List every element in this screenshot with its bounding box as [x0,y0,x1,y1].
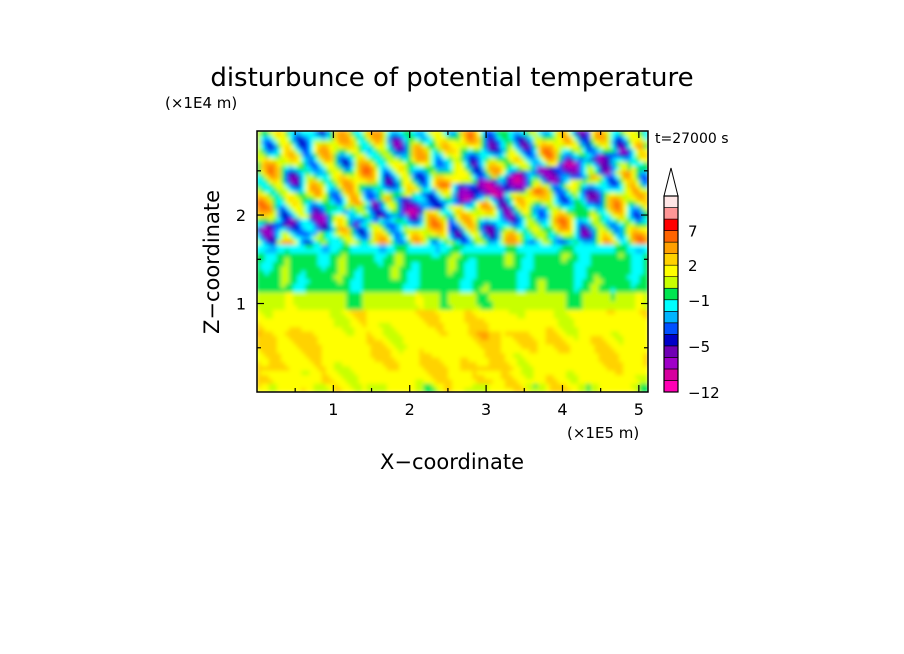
colorbar-swatch [663,264,679,278]
colorbar-swatch [663,380,679,393]
colorbar-tick-label: 7 [688,223,698,241]
y-tick-label: 2 [236,206,246,225]
plot-frame [256,130,649,393]
colorbar-swatch [663,287,679,301]
time-label: t=27000 s [655,131,729,147]
colorbar-tick-label: −1 [688,292,710,310]
x-tick-label: 5 [634,400,644,419]
x-axis-label: X−coordinate [380,450,524,474]
heatmap-field [257,131,648,392]
colorbar: 7 2 −1 −5 −12 [663,167,720,402]
colorbar-swatch [663,276,679,289]
colorbar-swatch [663,253,679,266]
colorbar-swatch [663,230,679,243]
y-axis-ticks: 12 [236,170,648,349]
colorbar-tick-label: 2 [688,257,698,275]
x-axis-unit: (×1E5 m) [567,424,639,442]
y-axis-unit: (×1E4 m) [165,94,237,112]
colorbar-swatch [663,334,679,347]
colorbar-tick-label: −5 [688,338,710,356]
colorbar-swatch [663,195,679,208]
colorbar-extend-arrow [663,167,679,197]
x-tick-label: 1 [328,400,338,419]
y-axis-label: Z−coordinate [200,190,224,334]
colorbar-swatch [663,310,679,324]
colorbar-swatch [663,299,679,312]
colorbar-swatch [663,218,679,231]
y-tick-label: 1 [236,295,246,314]
colorbar-swatch [663,357,679,370]
colorbar-tick-label: −12 [688,384,720,402]
chart-title: disturbunce of potential temperature [210,63,693,93]
x-tick-label: 4 [557,400,567,419]
colorbar-swatch [663,345,679,358]
colorbar-swatch [663,322,679,335]
colorbar-swatch [663,368,679,381]
x-axis-ticks: 1 2 3 4 5 [294,131,644,419]
colorbar-swatch [663,207,679,220]
x-tick-label: 2 [405,400,415,419]
colorbar-swatch [663,241,679,254]
x-tick-label: 3 [481,400,491,419]
